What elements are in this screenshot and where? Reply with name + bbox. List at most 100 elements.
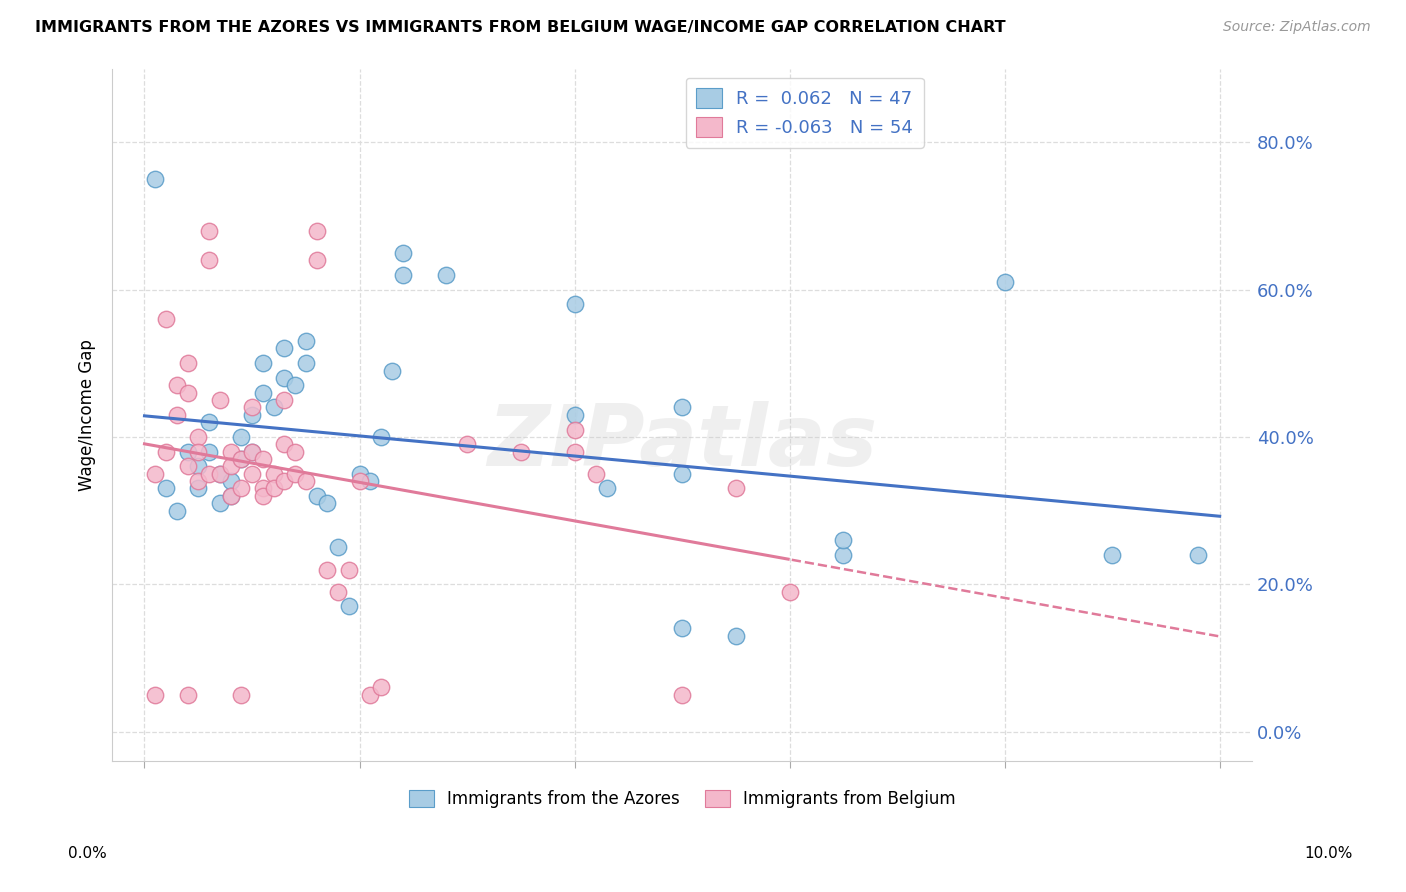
Point [564, 444, 586, 458]
Point [252, 489, 274, 503]
Point [240, 444, 263, 458]
Point [240, 467, 263, 481]
Point [337, 562, 360, 576]
Point [198, 224, 221, 238]
Point [273, 371, 295, 385]
Point [832, 548, 855, 562]
Point [585, 467, 607, 481]
Point [316, 496, 339, 510]
Point [252, 452, 274, 467]
Point [370, 681, 392, 695]
Point [273, 474, 295, 488]
Text: Source: ZipAtlas.com: Source: ZipAtlas.com [1223, 20, 1371, 34]
Point [305, 253, 328, 268]
Point [219, 489, 242, 503]
Point [284, 444, 307, 458]
Point [252, 482, 274, 496]
Point [240, 401, 263, 415]
Point [294, 474, 316, 488]
Point [671, 622, 693, 636]
Point [208, 393, 231, 408]
Point [326, 541, 349, 555]
Point [143, 688, 166, 702]
Point [166, 408, 188, 422]
Point [176, 688, 198, 702]
Legend: Immigrants from the Azores, Immigrants from Belgium: Immigrants from the Azores, Immigrants f… [402, 783, 962, 815]
Point [1101, 548, 1123, 562]
Point [176, 356, 198, 370]
Point [359, 688, 381, 702]
Point [143, 172, 166, 186]
Point [187, 459, 209, 474]
Point [564, 423, 586, 437]
Point [155, 312, 177, 326]
Point [391, 268, 413, 282]
Point [263, 401, 285, 415]
Point [252, 356, 274, 370]
Point [596, 482, 619, 496]
Text: 10.0%: 10.0% [1305, 846, 1353, 861]
Point [434, 268, 457, 282]
Point [166, 378, 188, 392]
Point [187, 474, 209, 488]
Point [337, 599, 360, 614]
Point [198, 467, 221, 481]
Point [391, 245, 413, 260]
Point [208, 496, 231, 510]
Point [294, 334, 316, 348]
Point [219, 474, 242, 488]
Point [994, 275, 1017, 289]
Point [198, 415, 221, 429]
Point [219, 459, 242, 474]
Point [231, 430, 253, 444]
Point [198, 444, 221, 458]
Point [381, 363, 404, 377]
Y-axis label: Wage/Income Gap: Wage/Income Gap [79, 339, 96, 491]
Point [284, 378, 307, 392]
Point [316, 562, 339, 576]
Point [370, 430, 392, 444]
Point [671, 401, 693, 415]
Point [832, 533, 855, 547]
Point [564, 408, 586, 422]
Point [176, 385, 198, 400]
Point [273, 342, 295, 356]
Point [219, 489, 242, 503]
Point [724, 629, 747, 643]
Text: 0.0%: 0.0% [67, 846, 107, 861]
Point [155, 482, 177, 496]
Point [231, 482, 253, 496]
Point [263, 482, 285, 496]
Point [231, 452, 253, 467]
Point [263, 467, 285, 481]
Point [359, 474, 381, 488]
Point [349, 467, 371, 481]
Point [273, 393, 295, 408]
Point [305, 489, 328, 503]
Point [252, 385, 274, 400]
Point [187, 482, 209, 496]
Point [219, 444, 242, 458]
Text: ZIPatlas: ZIPatlas [486, 401, 877, 484]
Point [240, 408, 263, 422]
Point [231, 452, 253, 467]
Point [208, 467, 231, 481]
Text: IMMIGRANTS FROM THE AZORES VS IMMIGRANTS FROM BELGIUM WAGE/INCOME GAP CORRELATIO: IMMIGRANTS FROM THE AZORES VS IMMIGRANTS… [35, 20, 1005, 35]
Point [176, 444, 198, 458]
Point [305, 224, 328, 238]
Point [198, 253, 221, 268]
Point [456, 437, 478, 451]
Point [240, 444, 263, 458]
Point [284, 467, 307, 481]
Point [564, 297, 586, 311]
Point [155, 444, 177, 458]
Point [176, 459, 198, 474]
Point [208, 467, 231, 481]
Point [779, 584, 801, 599]
Point [1187, 548, 1209, 562]
Point [509, 444, 531, 458]
Point [166, 503, 188, 517]
Point [273, 437, 295, 451]
Point [671, 688, 693, 702]
Point [187, 444, 209, 458]
